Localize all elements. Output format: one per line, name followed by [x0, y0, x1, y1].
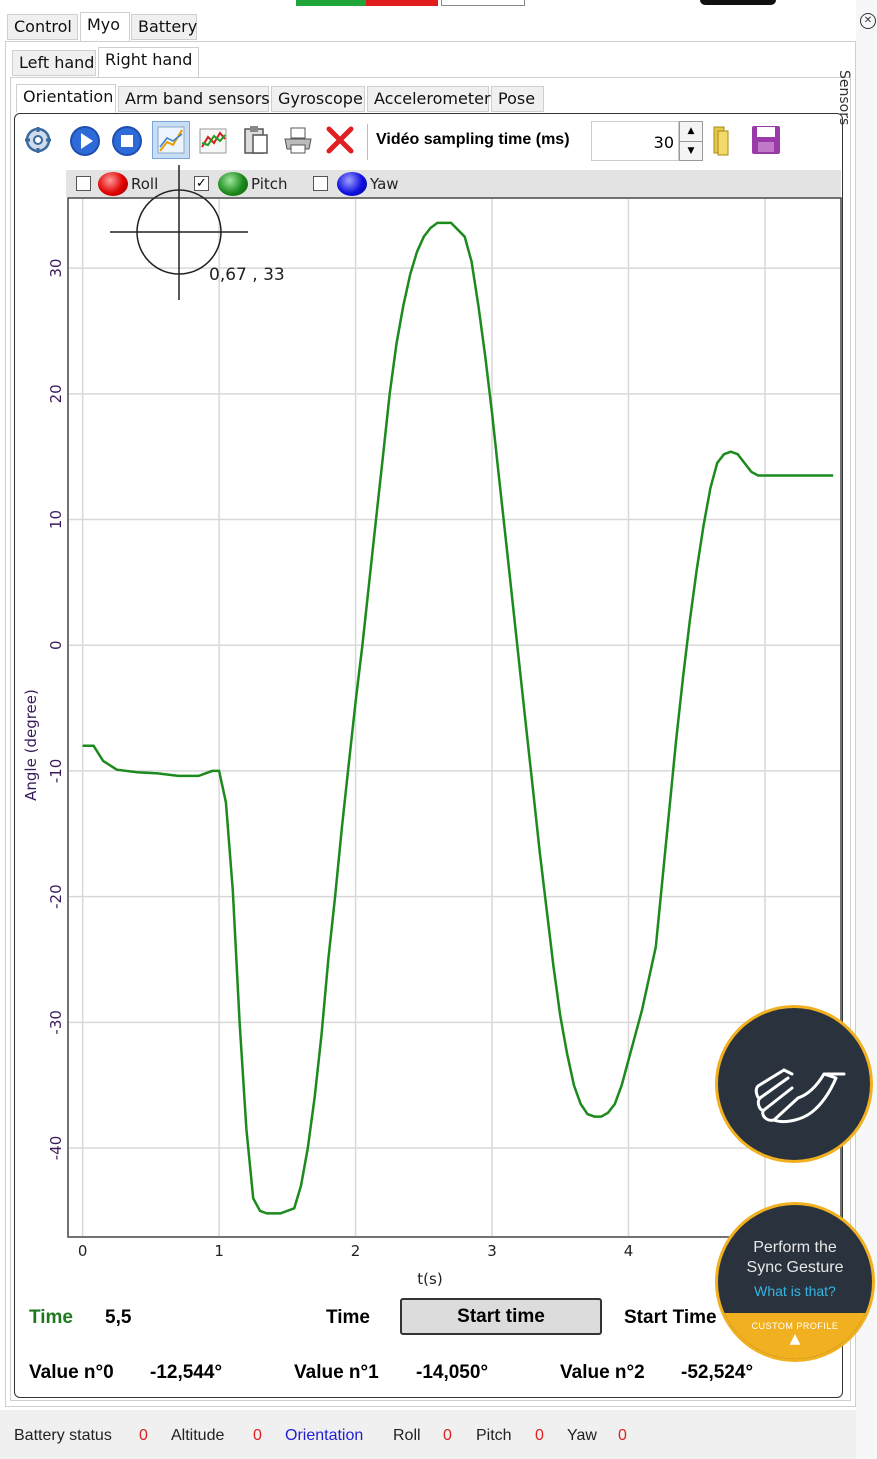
- value1: -14,050°: [416, 1362, 489, 1383]
- header-strip-green: [296, 0, 366, 6]
- toolbar-separator: [367, 124, 368, 160]
- header-strip-red: [366, 0, 438, 6]
- status-pitch-label: Pitch: [476, 1427, 512, 1444]
- status-battery-value: 0: [139, 1427, 148, 1444]
- tab-right-hand[interactable]: Right hand: [98, 47, 199, 78]
- value0: -12,544°: [150, 1362, 223, 1383]
- y-tick-label: 0: [47, 640, 65, 650]
- y-tick-label: 10: [47, 510, 65, 529]
- tab-control[interactable]: Control: [7, 14, 78, 40]
- status-orientation-label: Orientation: [285, 1427, 364, 1444]
- stop-icon[interactable]: [110, 123, 144, 157]
- start-time-label: Start Time: [624, 1307, 717, 1328]
- value1-label: Value n°1: [294, 1362, 379, 1383]
- settings-icon[interactable]: [22, 123, 56, 157]
- chart-zoom-icon[interactable]: [152, 121, 190, 159]
- status-bar: [0, 1410, 856, 1459]
- tab-pose[interactable]: Pose: [491, 86, 544, 112]
- value0-label: Value n°0: [29, 1362, 114, 1383]
- play-icon[interactable]: [68, 123, 102, 157]
- value2-label: Value n°2: [560, 1362, 645, 1383]
- tab-left-hand[interactable]: Left hand: [12, 50, 96, 76]
- pitch-label: Pitch: [251, 175, 288, 193]
- time-value: 5,5: [105, 1307, 132, 1328]
- save-icon[interactable]: [749, 123, 783, 157]
- y-tick-label: -20: [47, 884, 65, 909]
- y-tick-label: 30: [47, 259, 65, 278]
- status-pitch-value: 0: [535, 1427, 544, 1444]
- status-altitude-value: 0: [253, 1427, 262, 1444]
- custom-profile-label: CUSTOM PROFILE: [751, 1321, 839, 1331]
- series-line-pitch: [82, 221, 834, 1215]
- side-panel-label: Sensors: [836, 70, 852, 126]
- delete-icon[interactable]: [323, 123, 357, 157]
- y-tick-label: -40: [47, 1136, 65, 1161]
- x-tick-label: 1: [214, 1242, 224, 1260]
- chart-line-icon[interactable]: [196, 123, 230, 157]
- sampling-time-input[interactable]: 30: [591, 121, 679, 161]
- open-folder-icon[interactable]: [706, 123, 740, 157]
- stepper-down-icon[interactable]: ▼: [687, 146, 695, 156]
- custom-profile-band: CUSTOM PROFILE ▲: [718, 1313, 872, 1359]
- status-yaw-label: Yaw: [567, 1427, 597, 1444]
- pitch-checkbox[interactable]: ✓: [194, 176, 209, 191]
- sync-line1: Perform the: [753, 1239, 837, 1256]
- y-tick-label: 20: [47, 384, 65, 403]
- warning-icon: ▲: [789, 1331, 801, 1347]
- yaw-ball-icon: [337, 172, 367, 196]
- status-altitude-label: Altitude: [171, 1427, 225, 1444]
- sync-line2: Sync Gesture: [746, 1259, 844, 1276]
- x-tick-label: 2: [351, 1242, 361, 1260]
- time2-label: Time: [326, 1307, 371, 1328]
- tab-myo[interactable]: Myo: [80, 12, 130, 42]
- sampling-time-value: 30: [653, 133, 674, 152]
- tab-battery[interactable]: Battery: [131, 14, 197, 40]
- header-strip-box: [441, 0, 525, 6]
- status-yaw-value: 0: [618, 1427, 627, 1444]
- pitch-ball-icon: [218, 172, 248, 196]
- sampling-time-label: Vidéo sampling time (ms): [376, 131, 570, 148]
- yaw-checkbox[interactable]: [313, 176, 328, 191]
- print-icon[interactable]: [281, 123, 315, 157]
- hand-icon: [754, 1068, 846, 1124]
- roll-checkbox[interactable]: [76, 176, 91, 191]
- header-strip-dark: [700, 0, 776, 5]
- roll-ball-icon: [98, 172, 128, 196]
- tab-gyroscope[interactable]: Gyroscope: [271, 86, 365, 112]
- y-tick-label: -30: [47, 1010, 65, 1035]
- tab-arm-band-sensors[interactable]: Arm band sensors: [118, 86, 270, 112]
- roll-label: Roll: [131, 175, 159, 193]
- y-tick-label: -10: [47, 759, 65, 784]
- hand-gesture-badge[interactable]: [715, 1005, 873, 1163]
- value2: -52,524°: [681, 1362, 754, 1383]
- cursor-readout: 0,67 , 33: [209, 265, 285, 285]
- what-is-that-link[interactable]: What is that?: [754, 1283, 836, 1299]
- start-time-button[interactable]: Start time: [400, 1298, 602, 1335]
- status-roll-value: 0: [443, 1427, 452, 1444]
- side-close-icon[interactable]: ✕: [860, 13, 876, 29]
- x-axis-label: t(s): [417, 1270, 442, 1288]
- sampling-time-stepper[interactable]: ▲ ▼: [679, 121, 703, 161]
- tab-accelerometer[interactable]: Accelerometer: [367, 86, 491, 112]
- x-tick-label: 0: [78, 1242, 88, 1260]
- sync-gesture-badge[interactable]: Perform the Sync Gesture What is that? C…: [715, 1202, 875, 1362]
- status-roll-label: Roll: [393, 1427, 421, 1444]
- clipboard-icon[interactable]: [239, 123, 273, 157]
- x-tick-label: 3: [487, 1242, 497, 1260]
- yaw-label: Yaw: [370, 175, 399, 193]
- status-battery-label: Battery status: [14, 1427, 112, 1444]
- y-axis-label: Angle (degree): [22, 689, 40, 801]
- stepper-up-icon[interactable]: ▲: [680, 122, 702, 142]
- time-label: Time: [29, 1307, 74, 1328]
- tab-orientation[interactable]: Orientation: [16, 84, 116, 113]
- crosshair-cursor: [110, 165, 248, 300]
- x-tick-label: 4: [624, 1242, 634, 1260]
- plot-area: [67, 197, 842, 1238]
